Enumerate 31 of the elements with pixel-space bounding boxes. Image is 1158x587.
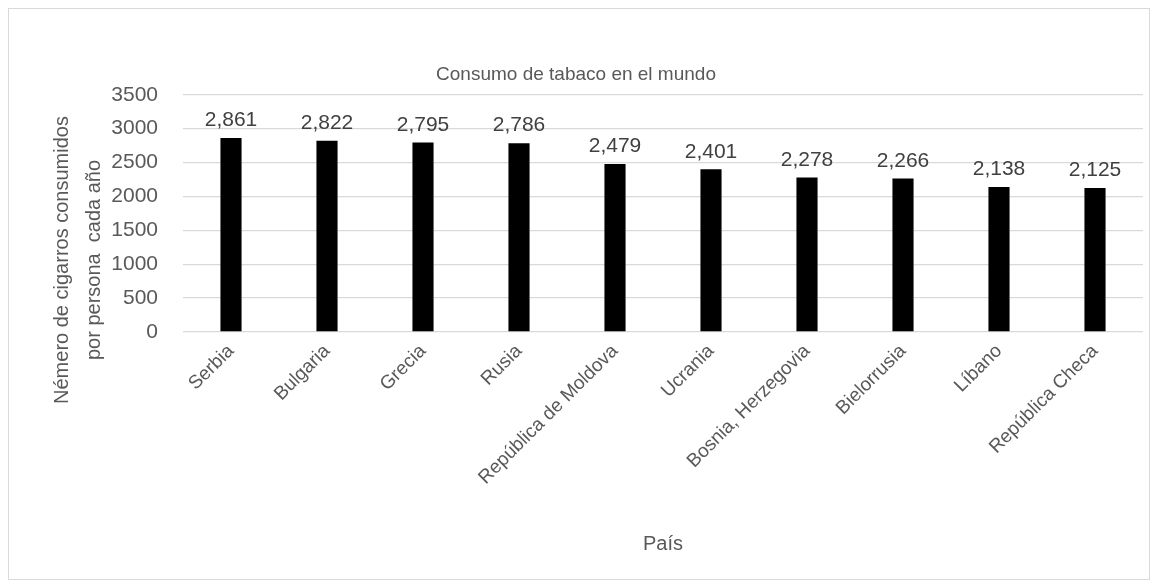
bar [892, 178, 914, 332]
y-tick-label: 2500 [111, 149, 158, 173]
bar [316, 140, 338, 332]
data-label: 2,795 [396, 111, 450, 135]
y-axis-title: Némero de cigarros consumidos por persona cada año [49, 116, 104, 404]
data-label: 2,278 [780, 146, 834, 170]
y-tick-label: 0 [146, 318, 158, 342]
y-tick-label: 1500 [111, 217, 158, 241]
data-label: 2,822 [300, 110, 354, 134]
y-tick-label: 3000 [111, 115, 158, 139]
bar [220, 138, 242, 332]
data-label: 2,266 [876, 147, 930, 171]
data-label: 2,786 [492, 112, 546, 136]
bar [604, 164, 626, 332]
bar [1084, 187, 1106, 332]
y-tick-label: 500 [122, 284, 158, 308]
bar [988, 187, 1010, 332]
data-label: 2,125 [1068, 157, 1122, 181]
y-tick-label: 1000 [111, 251, 158, 275]
bar [412, 142, 434, 332]
x-axis-title: País [642, 531, 684, 554]
bar [508, 143, 530, 332]
data-label: 2,479 [588, 133, 642, 157]
y-tick-label: 3500 [111, 81, 158, 105]
chart-title: Consumo de tabaco en el mundo [436, 62, 716, 84]
bar [796, 177, 818, 332]
data-label: 2,401 [684, 138, 738, 162]
data-label: 2,861 [204, 107, 258, 131]
y-tick-label: 2000 [111, 183, 158, 207]
data-label: 2,138 [972, 156, 1026, 180]
bar [700, 169, 722, 332]
